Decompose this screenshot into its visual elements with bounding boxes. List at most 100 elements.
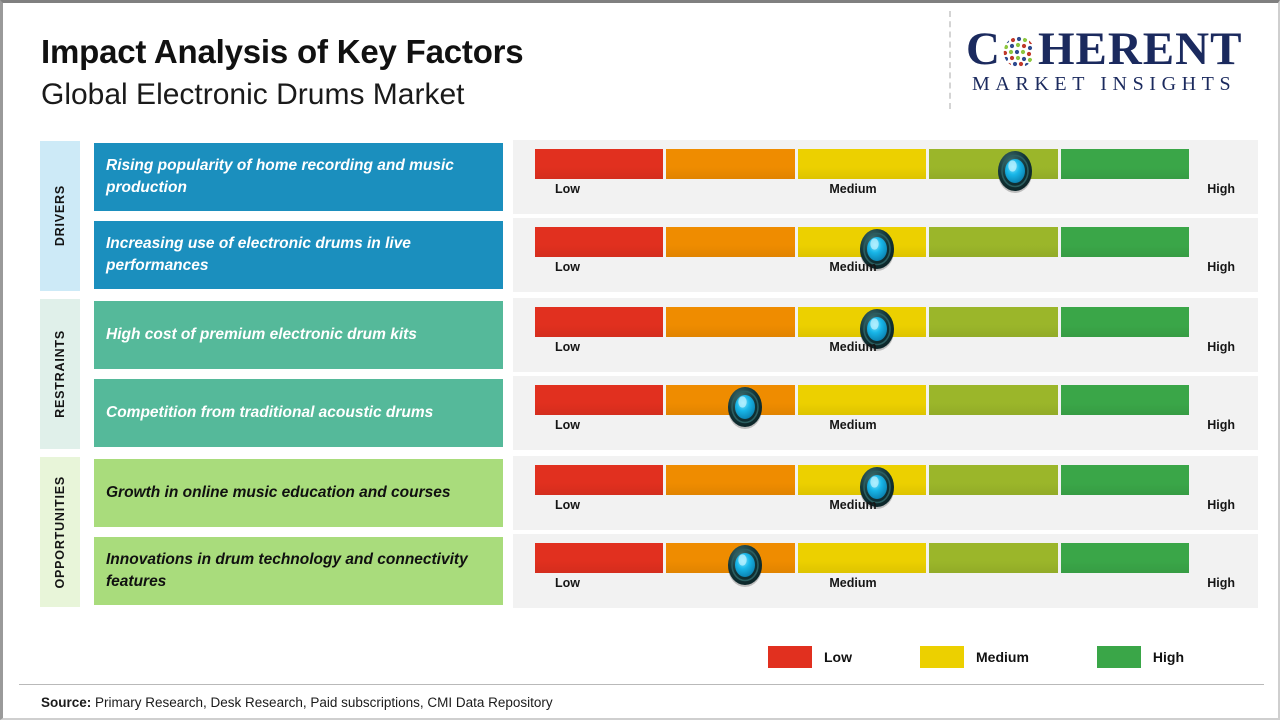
- gauge-segment-1: [535, 465, 664, 495]
- factor-box[interactable]: Innovations in drum technology and conne…: [94, 537, 503, 605]
- logo-wordmark-text: HERENT: [1037, 23, 1243, 75]
- gauge-segment-2: [666, 227, 795, 257]
- legend-label: High: [1152, 649, 1184, 665]
- impact-gauge-bar[interactable]: [535, 149, 1192, 193]
- factor-text: Innovations in drum technology and conne…: [106, 551, 468, 590]
- gauge-segment-2: [666, 307, 795, 337]
- impact-marker[interactable]: [854, 224, 900, 274]
- gauge-scale-labels: Low Medium High: [535, 182, 1235, 204]
- gauge-segment-3: [797, 543, 927, 573]
- gauge-segment-4: [929, 149, 1058, 179]
- impact-gauge-row: Low Medium High: [513, 140, 1258, 214]
- factor-text: High cost of premium electronic drum kit…: [106, 326, 417, 343]
- gauge-label-high: High: [1207, 498, 1235, 512]
- impact-gauge-bar[interactable]: [535, 465, 1192, 509]
- gauge-label-high: High: [1207, 418, 1235, 432]
- legend-label: Medium: [976, 649, 1029, 665]
- legend-swatch: [1096, 646, 1141, 668]
- gauge-label-medium: Medium: [829, 418, 877, 432]
- gauge-label-low: Low: [555, 182, 580, 196]
- impact-marker[interactable]: [854, 304, 900, 354]
- category-tab-restraints: RESTRAINTS: [40, 299, 80, 449]
- factor-box[interactable]: Increasing use of electronic drums in li…: [94, 221, 503, 289]
- factor-text: Increasing use of electronic drums in li…: [106, 235, 411, 274]
- gauge-label-high: High: [1207, 576, 1235, 590]
- footer-divider: [19, 684, 1264, 685]
- gauge-segment-5: [1060, 465, 1190, 495]
- impact-gauge-row: Low Medium High: [513, 376, 1258, 450]
- gauge-segment-4: [929, 543, 1058, 573]
- legend-item: Low: [768, 646, 852, 668]
- page-title: Impact Analysis of Key Factors: [41, 33, 524, 70]
- impact-gauge-row: Low Medium High: [513, 298, 1258, 372]
- globe-icon: [1001, 34, 1037, 70]
- gauge-segment-4: [929, 307, 1058, 337]
- factor-text: Growth in online music education and cou…: [106, 484, 451, 501]
- factor-box[interactable]: Growth in online music education and cou…: [94, 459, 503, 527]
- gauge-label-medium: Medium: [829, 182, 877, 196]
- gauge-segment-3: [797, 385, 927, 415]
- legend-item: Medium: [920, 646, 1029, 668]
- impact-gauge-bar[interactable]: [535, 543, 1192, 587]
- impact-marker[interactable]: [722, 382, 768, 432]
- gauge-label-medium: Medium: [829, 498, 877, 512]
- gauge-segment-1: [535, 149, 664, 179]
- legend: Low Medium High: [768, 646, 1184, 668]
- source-note: Source: Primary Research, Desk Research,…: [41, 695, 553, 710]
- impact-gauge-row: Low Medium High: [513, 456, 1258, 530]
- gauge-label-low: Low: [555, 260, 580, 274]
- gauge-scale-labels: Low Medium High: [535, 260, 1235, 282]
- impact-gauge-bar[interactable]: [535, 307, 1192, 351]
- gauge-label-high: High: [1207, 260, 1235, 274]
- gauge-segment-4: [929, 227, 1058, 257]
- category-tab-drivers: DRIVERS: [40, 141, 80, 291]
- gauge-segment-5: [1060, 149, 1190, 179]
- logo-letter-c: C: [966, 23, 1001, 75]
- legend-swatch: [920, 646, 964, 668]
- gauge-segment-2: [666, 149, 795, 179]
- coherent-market-insights-logo: C: [966, 23, 1266, 103]
- gauge-scale-labels: Low Medium High: [535, 576, 1235, 598]
- title-block: Impact Analysis of Key Factors Global El…: [41, 31, 524, 115]
- factor-text: Rising popularity of home recording and …: [106, 157, 454, 196]
- gauge-label-high: High: [1207, 182, 1235, 196]
- category-tab-opportunities: OPPORTUNITIES: [40, 457, 80, 607]
- factor-box[interactable]: High cost of premium electronic drum kit…: [94, 301, 503, 369]
- gauge-label-low: Low: [555, 340, 580, 354]
- impact-gauge-row: Low Medium High: [513, 534, 1258, 608]
- gauge-segment-4: [929, 465, 1058, 495]
- impact-marker[interactable]: [854, 462, 900, 512]
- gauge-segment-5: [1060, 543, 1190, 573]
- gauge-scale-labels: Low Medium High: [535, 498, 1235, 520]
- legend-swatch: [768, 646, 812, 668]
- gauge-segment-2: [666, 465, 795, 495]
- source-label: Source:: [41, 695, 92, 710]
- impact-marker[interactable]: [722, 540, 768, 590]
- gauge-label-low: Low: [555, 498, 580, 512]
- gauge-label-high: High: [1207, 340, 1235, 354]
- gauge-label-medium: Medium: [829, 576, 877, 590]
- impact-marker[interactable]: [992, 146, 1038, 196]
- gauge-segment-1: [535, 385, 664, 415]
- gauge-scale-labels: Low Medium High: [535, 418, 1235, 440]
- header-divider: [949, 11, 951, 109]
- page-subtitle: Global Electronic Drums Market: [41, 78, 465, 111]
- category-tab-label: DRIVERS: [53, 185, 67, 247]
- category-tab-label: RESTRAINTS: [53, 330, 67, 418]
- category-tab-label: OPPORTUNITIES: [53, 475, 67, 589]
- gauge-label-low: Low: [555, 576, 580, 590]
- factor-box[interactable]: Rising popularity of home recording and …: [94, 143, 503, 211]
- legend-item: High: [1096, 646, 1184, 668]
- header: Impact Analysis of Key Factors Global El…: [3, 3, 1280, 131]
- gauge-label-medium: Medium: [829, 340, 877, 354]
- impact-gauge-bar[interactable]: [535, 385, 1192, 429]
- gauge-label-low: Low: [555, 418, 580, 432]
- gauge-segment-4: [929, 385, 1058, 415]
- gauge-segment-1: [535, 307, 664, 337]
- gauge-segment-3: [797, 149, 927, 179]
- factor-box[interactable]: Competition from traditional acoustic dr…: [94, 379, 503, 447]
- gauge-segment-1: [535, 543, 664, 573]
- gauge-scale-labels: Low Medium High: [535, 340, 1235, 362]
- gauge-segment-5: [1060, 227, 1190, 257]
- impact-gauge-bar[interactable]: [535, 227, 1192, 271]
